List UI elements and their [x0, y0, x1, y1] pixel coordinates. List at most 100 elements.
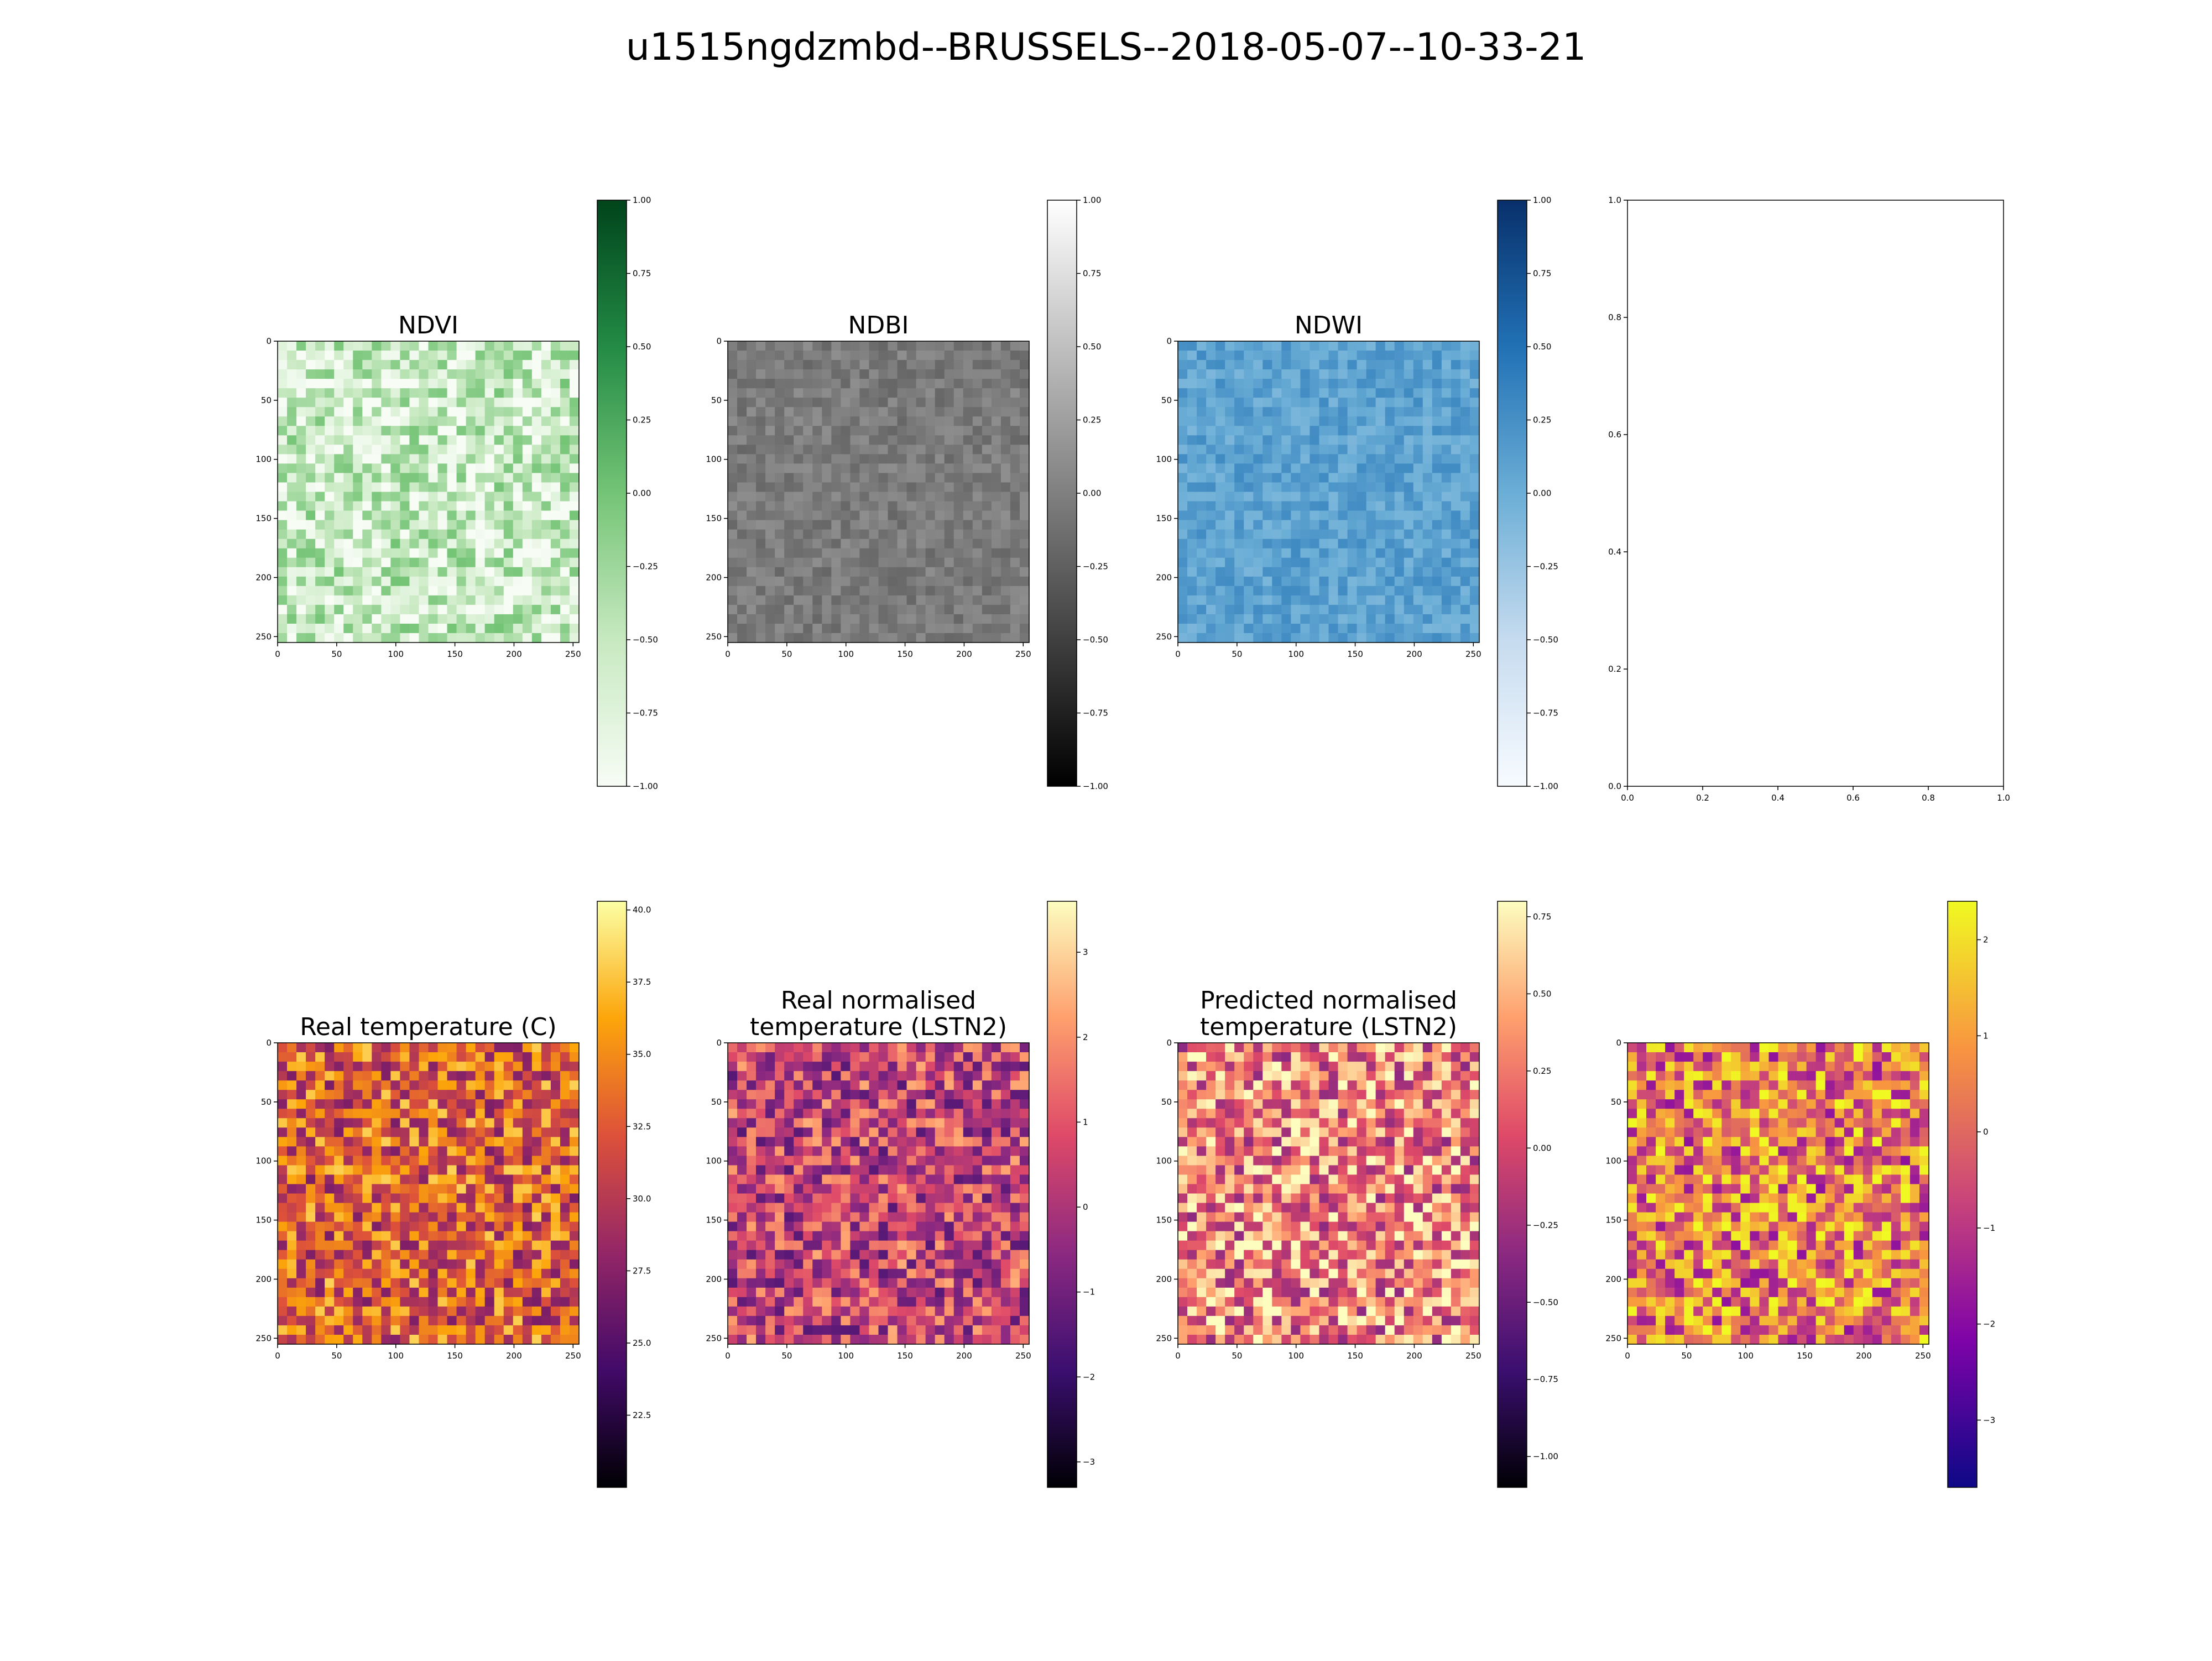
heatmap-cell: [926, 1043, 936, 1053]
heatmap-cell: [1451, 388, 1461, 398]
heatmap-cell: [372, 577, 382, 587]
heatmap-cell: [390, 1269, 400, 1279]
heatmap-cell: [334, 1288, 344, 1298]
heatmap-cell: [831, 577, 841, 587]
heatmap-cell: [560, 511, 570, 521]
heatmap-cell: [907, 1222, 917, 1232]
heatmap-cell: [1442, 511, 1452, 521]
heatmap-cell: [747, 605, 757, 615]
heatmap-cell: [429, 1278, 439, 1288]
heatmap-cell: [513, 1260, 523, 1270]
x-tick-label: 0.8: [1922, 793, 1935, 803]
heatmap-cell: [513, 369, 523, 379]
heatmap-cell: [973, 539, 983, 549]
heatmap-cell: [400, 426, 410, 436]
heatmap-cell: [945, 1156, 954, 1166]
heatmap-cell: [353, 1043, 363, 1053]
heatmap-cell: [447, 1090, 457, 1100]
heatmap-cell: [973, 586, 983, 596]
heatmap-cell: [438, 1099, 448, 1109]
heatmap-cell: [728, 586, 738, 596]
heatmap-cell: [476, 1203, 486, 1213]
heatmap-cell: [1020, 416, 1030, 426]
heatmap-image: [728, 341, 1030, 643]
heatmap-cell: [400, 454, 410, 464]
heatmap-cell: [334, 1174, 344, 1184]
heatmap-cell: [803, 1137, 813, 1147]
heatmap-cell: [381, 1165, 391, 1175]
heatmap-cell: [728, 1203, 738, 1213]
heatmap-cell: [362, 596, 372, 605]
heatmap-cell: [784, 1156, 794, 1166]
heatmap-cell: [315, 1184, 325, 1194]
heatmap-cell: [898, 558, 907, 568]
heatmap-cell: [888, 1109, 898, 1119]
heatmap-cell: [362, 1335, 372, 1345]
heatmap-cell: [728, 360, 738, 370]
heatmap-cell: [560, 341, 570, 351]
heatmap-cell: [570, 341, 580, 351]
colorbar-tick-label: −0.75: [1533, 708, 1558, 718]
heatmap-cell: [831, 379, 841, 389]
heatmap-cell: [963, 369, 973, 379]
heatmap-cell: [784, 558, 794, 568]
heatmap-cell: [1423, 388, 1433, 398]
heatmap-cell: [803, 426, 813, 436]
heatmap-cell: [1451, 586, 1461, 596]
heatmap-cell: [859, 1071, 869, 1081]
heatmap-cell: [1234, 605, 1244, 615]
heatmap-cell: [859, 1118, 869, 1128]
heatmap-cell: [1442, 351, 1452, 361]
heatmap-cell: [803, 539, 813, 549]
heatmap-cell: [1376, 407, 1386, 417]
heatmap-cell: [476, 1156, 486, 1166]
heatmap-cell: [1404, 398, 1414, 408]
heatmap-cell: [973, 1062, 983, 1072]
heatmap-cell: [400, 1307, 410, 1317]
heatmap-cell: [494, 1090, 504, 1100]
heatmap-cell: [409, 1184, 419, 1194]
heatmap-cell: [438, 1260, 448, 1270]
heatmap-cell: [409, 1213, 419, 1223]
heatmap-cell: [381, 633, 391, 643]
heatmap-cell: [916, 1165, 926, 1175]
heatmap-cell: [325, 1071, 335, 1081]
heatmap-cell: [278, 1109, 288, 1119]
heatmap-cell: [954, 1174, 964, 1184]
heatmap-cell: [447, 360, 457, 370]
heatmap-cell: [1197, 558, 1207, 568]
heatmap-cell: [466, 454, 476, 464]
heatmap-cell: [803, 416, 813, 426]
heatmap-cell: [466, 1109, 476, 1119]
heatmap-cell: [812, 1184, 822, 1194]
heatmap-cell: [485, 1146, 495, 1156]
heatmap-cell: [926, 1080, 936, 1090]
heatmap-cell: [570, 1325, 580, 1335]
heatmap-cell: [429, 577, 439, 587]
heatmap-cell: [1413, 482, 1423, 492]
heatmap-cell: [1206, 558, 1216, 568]
heatmap-cell: [513, 1278, 523, 1288]
heatmap-cell: [476, 398, 486, 408]
heatmap-cell: [419, 379, 429, 389]
heatmap-cell: [523, 1203, 533, 1213]
heatmap-cell: [541, 605, 551, 615]
heatmap-cell: [334, 407, 344, 417]
heatmap-cell: [756, 1165, 766, 1175]
heatmap-cell: [775, 1109, 785, 1119]
heatmap-cell: [494, 492, 504, 502]
heatmap-cell: [419, 596, 429, 605]
heatmap-cell: [945, 1222, 954, 1232]
heatmap-cell: [794, 1109, 804, 1119]
heatmap-cell: [1206, 416, 1216, 426]
heatmap-cell: [803, 1071, 813, 1081]
heatmap-cell: [1234, 586, 1244, 596]
x-tick-label: 0.2: [1696, 793, 1709, 803]
heatmap-cell: [381, 1203, 391, 1213]
heatmap-cell: [1348, 530, 1358, 540]
heatmap-cell: [476, 539, 486, 549]
heatmap-cell: [523, 388, 533, 398]
heatmap-cell: [570, 1260, 580, 1270]
heatmap-cell: [737, 1118, 747, 1128]
heatmap-cell: [334, 586, 344, 596]
